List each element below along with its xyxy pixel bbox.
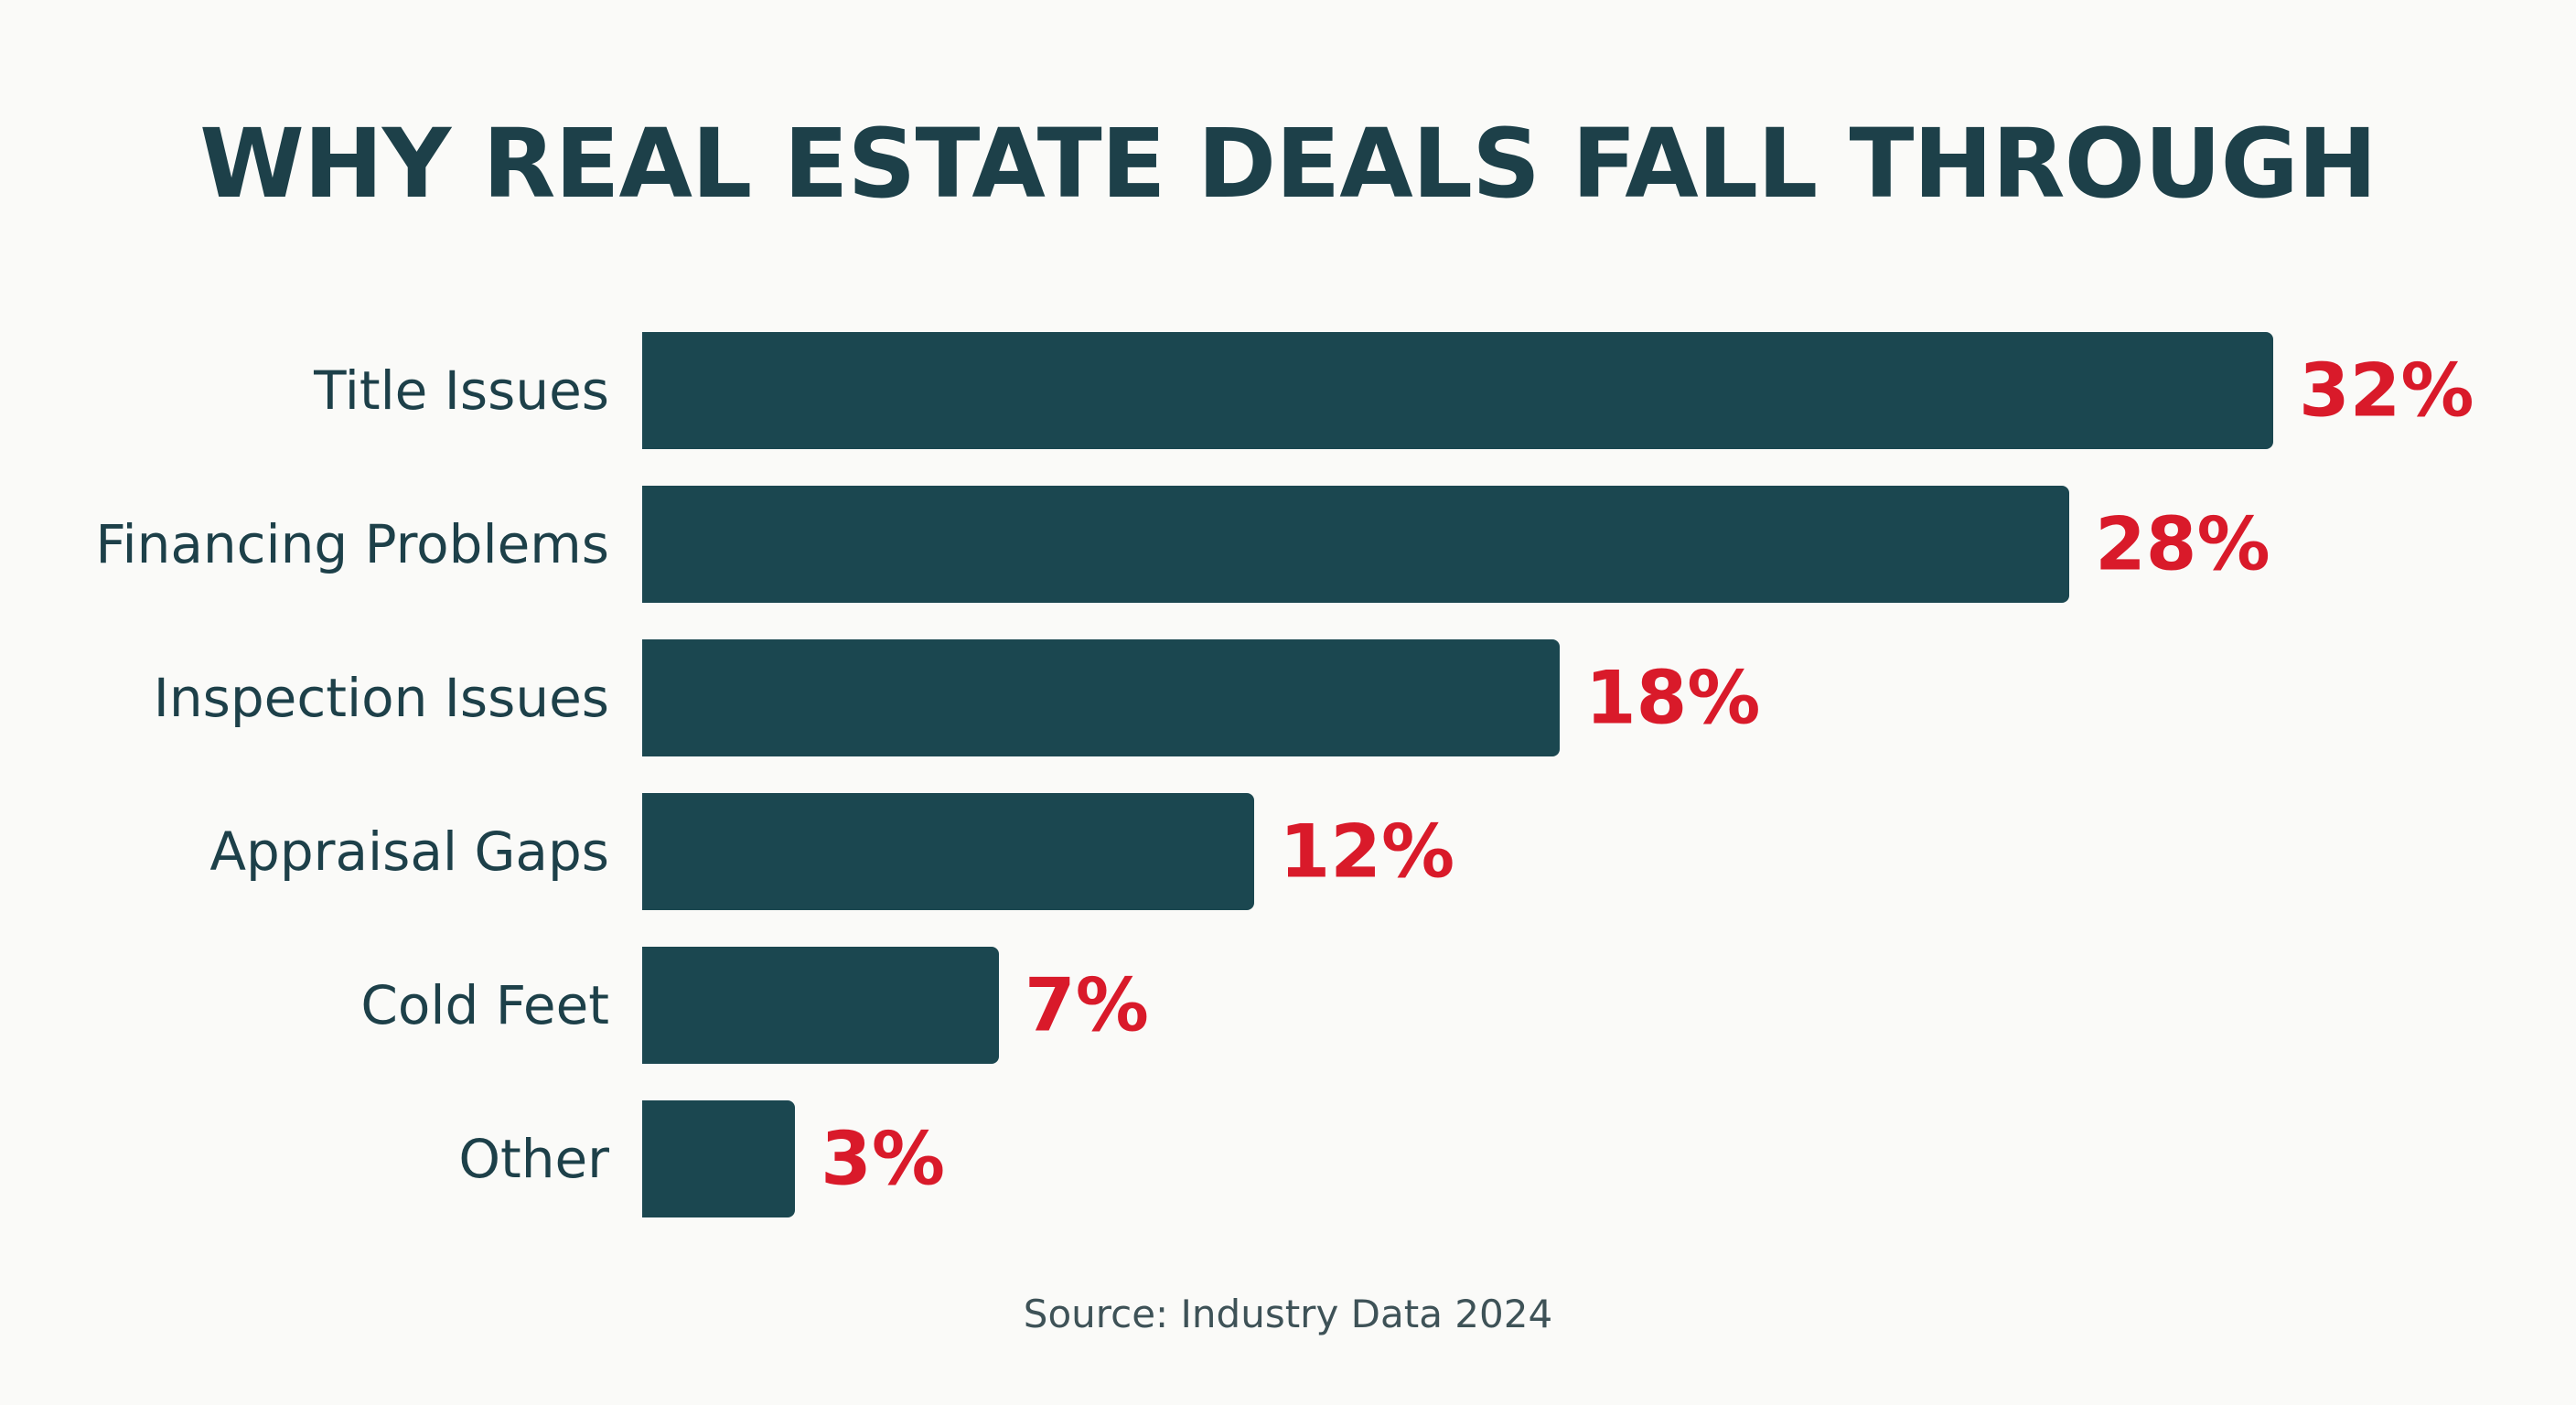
bar-cold-feet <box>642 947 1000 1064</box>
value-label: 12% <box>1279 809 1455 895</box>
category-label: Appraisal Gaps <box>209 820 609 883</box>
value-label: 18% <box>1584 655 1761 741</box>
source-note: Source: Industry Data 2024 <box>1023 1292 1553 1336</box>
category-label: Cold Feet <box>360 974 609 1036</box>
category-label: Financing Problems <box>95 513 609 575</box>
value-label: 3% <box>821 1116 945 1202</box>
bar-inspection-issues <box>642 639 1560 756</box>
bar-title-issues <box>642 332 2273 449</box>
category-label: Inspection Issues <box>153 667 609 729</box>
category-label: Title Issues <box>314 359 609 422</box>
value-label: 32% <box>2299 348 2474 434</box>
value-label: 7% <box>1025 962 1149 1048</box>
bar-financing-problems <box>642 486 2070 603</box>
bar-other <box>642 1100 796 1217</box>
chart-title: WHY REAL ESTATE DEALS FALL THROUGH <box>199 108 2377 220</box>
value-label: 28% <box>2095 501 2270 587</box>
category-label: Other <box>458 1128 609 1190</box>
bar-appraisal-gaps <box>642 793 1254 910</box>
